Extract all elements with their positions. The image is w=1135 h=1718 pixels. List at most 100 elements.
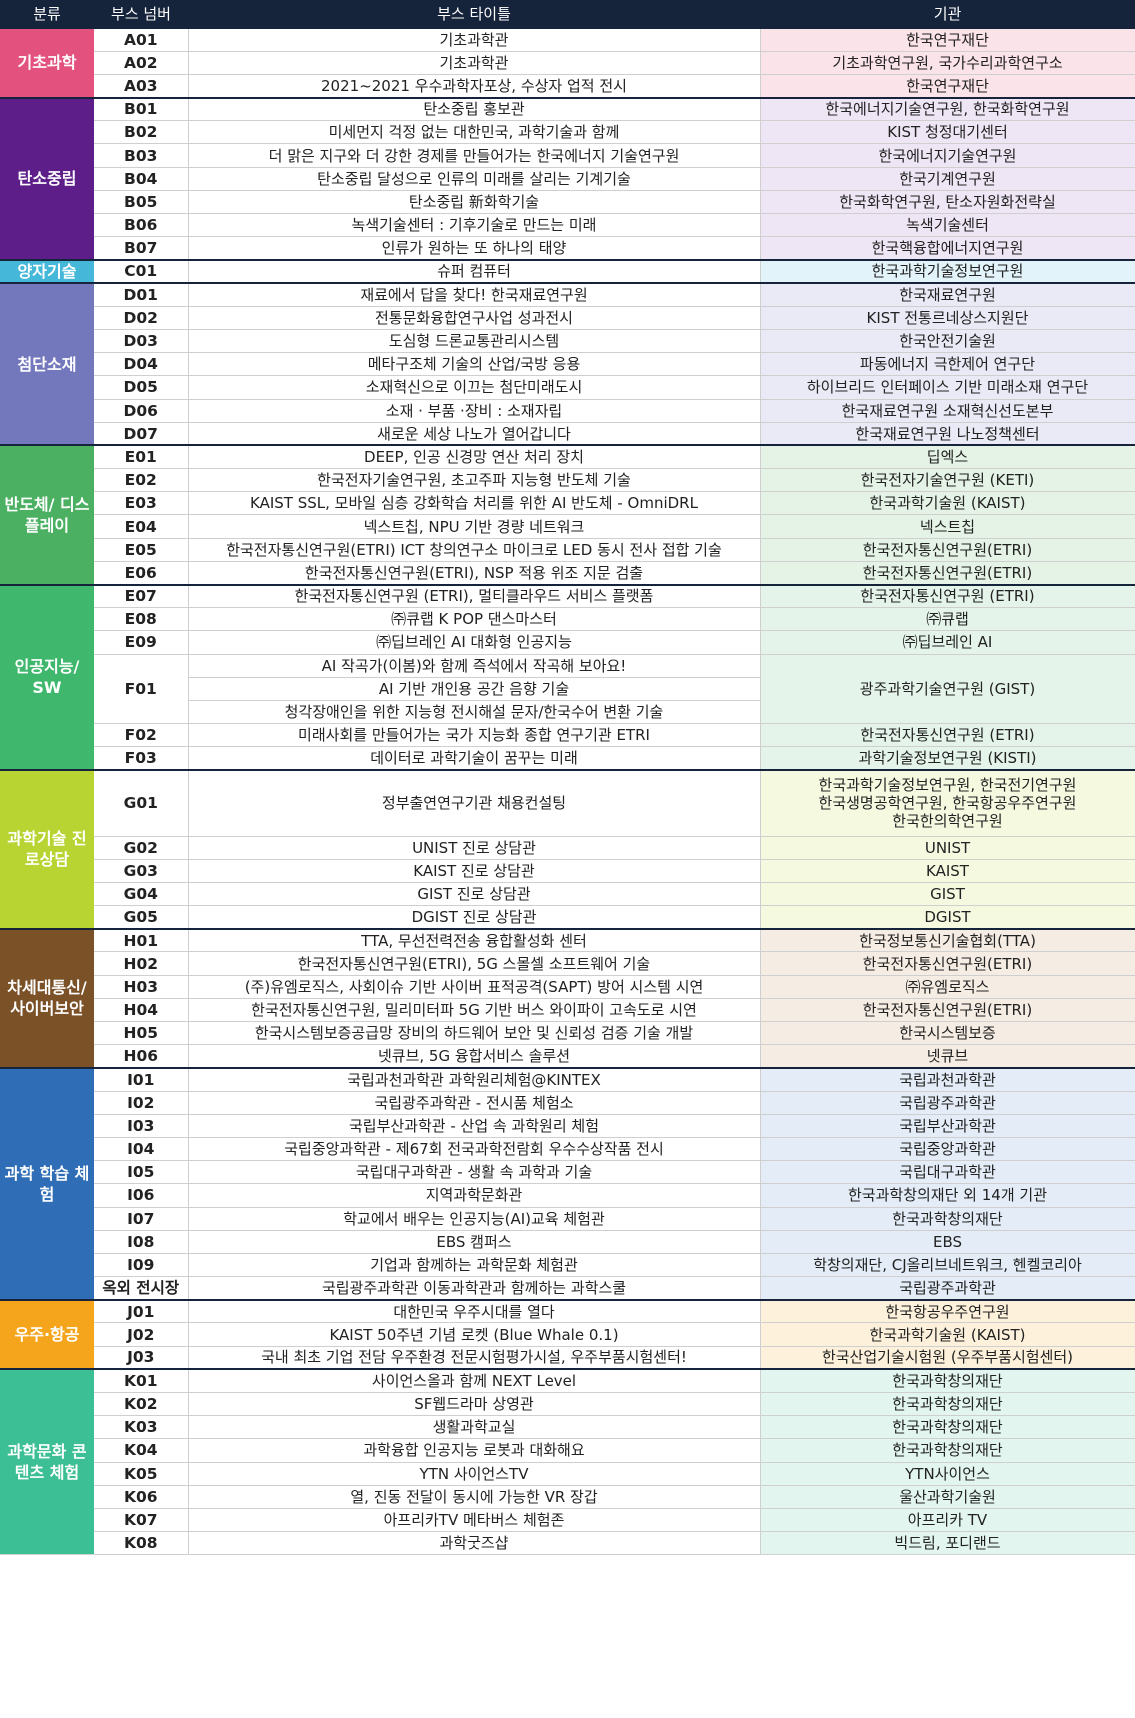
table-row: I02 국립광주과학관 - 전시품 체험소 국립광주과학관 bbox=[0, 1091, 1135, 1115]
header-booth-no: 부스 넘버 bbox=[94, 0, 188, 28]
booth-title-cell: 재료에서 답을 찾다! 한국재료연구원 bbox=[188, 282, 761, 307]
booth-title-cell: 넥스트칩, NPU 기반 경량 네트워크 bbox=[188, 514, 761, 539]
booth-title-cell: UNIST 진로 상담관 bbox=[188, 836, 761, 860]
booth-title-cell: 과학굿즈샵 bbox=[188, 1531, 761, 1556]
booth-number-cell: E01 bbox=[94, 444, 189, 470]
table-row: K03 생활과학교실 한국과학창의재단 bbox=[0, 1415, 1135, 1440]
org-cell: 한국과학창의재단 외 14개 기관 bbox=[760, 1183, 1135, 1208]
table-row: 첨단소재 D01 재료에서 답을 찾다! 한국재료연구원 한국재료연구원 bbox=[0, 282, 1135, 446]
org-cell: 한국전자통신연구원(ETRI) bbox=[760, 538, 1135, 562]
table-row: D03 도심형 드론교통관리시스템 한국안전기술원 bbox=[0, 329, 1135, 354]
booth-number-cell: B07 bbox=[94, 236, 189, 261]
category-cell: 과학기술 진로상담 bbox=[0, 769, 94, 930]
booth-number-cell: E07 bbox=[94, 583, 189, 609]
booth-number-cell: C01 bbox=[94, 258, 189, 284]
booth-title-cell: 한국전자통신연구원 (ETRI), 멀티클라우드 서비스 플랫폼 bbox=[188, 583, 761, 609]
org-cell: 국립중앙과학관 bbox=[760, 1137, 1135, 1162]
org-cell: 한국화학연구원, 탄소자원화전략실 bbox=[760, 190, 1135, 215]
org-cell: 한국전자통신연구원 (ETRI) bbox=[760, 723, 1135, 748]
booth-title-cell: 소재 · 부품 ·장비 : 소재자립 bbox=[188, 399, 761, 423]
booth-number-cell: F02 bbox=[94, 723, 189, 748]
booth-number-cell: D04 bbox=[94, 352, 189, 377]
booth-number-cell: D03 bbox=[94, 329, 189, 354]
org-cell: 빅드림, 포디랜드 bbox=[760, 1531, 1135, 1556]
booth-title-cell: YTN 사이언스TV bbox=[188, 1462, 761, 1486]
booth-number-cell: H05 bbox=[94, 1021, 189, 1046]
booth-title-cell: 열, 진동 전달이 동시에 가능한 VR 장갑 bbox=[188, 1485, 761, 1509]
table-row: 반도체/ 디스플레이 E01 DEEP, 인공 신경망 연산 처리 장치 딥엑스 bbox=[0, 444, 1135, 586]
booth-title-cell: 녹색기술센터 : 기후기술로 만드는 미래 bbox=[188, 213, 761, 238]
table-row: G02 UNIST 진로 상담관 UNIST bbox=[0, 836, 1135, 860]
booth-number-cell: B06 bbox=[94, 213, 189, 238]
booth-title-cell: 기초과학관 bbox=[188, 26, 761, 52]
booth-number-cell: I09 bbox=[94, 1253, 189, 1278]
booth-title-cell: 국립중앙과학관 - 제67회 전국과학전람회 우수수상작품 전시 bbox=[188, 1137, 761, 1162]
table-row: D07 새로운 세상 나노가 열어갑니다 한국재료연구원 나노정책센터 bbox=[0, 422, 1135, 446]
org-cell: 국립과천과학관 bbox=[760, 1066, 1135, 1092]
booth-number-cell: K02 bbox=[94, 1392, 189, 1417]
table-row: E06 한국전자통신연구원(ETRI), NSP 적용 위조 지문 검출 한국전자통… bbox=[0, 561, 1135, 586]
org-cell: 한국과학창의재단 bbox=[760, 1438, 1135, 1463]
booth-title-cell: 사이언스올과 함께 NEXT Level bbox=[188, 1368, 761, 1394]
org-cell: 과학기술정보연구원 (KISTI) bbox=[760, 746, 1135, 771]
category-cell: 양자기술 bbox=[0, 258, 94, 284]
booth-number-cell: K04 bbox=[94, 1438, 189, 1463]
org-cell: 한국전자통신연구원(ETRI) bbox=[760, 951, 1135, 976]
org-cell: 한국산업기술시험원 (우주부품시험센터) bbox=[760, 1346, 1135, 1370]
org-cell: ㈜딥브레인 AI bbox=[760, 630, 1135, 655]
booth-number-cell: G05 bbox=[94, 905, 189, 930]
booth-title-cell: KAIST 진로 상담관 bbox=[188, 859, 761, 883]
table-row: G03 KAIST 진로 상담관 KAIST bbox=[0, 859, 1135, 883]
booth-title-cell: 국립부산과학관 - 산업 속 과학원리 체험 bbox=[188, 1114, 761, 1138]
org-cell: 한국과학기술정보연구원, 한국전기연구원 한국생명공학연구원, 한국항공우주연구… bbox=[760, 769, 1135, 837]
booth-title-cell: SF웹드라마 상영관 bbox=[188, 1392, 761, 1417]
category-cell: 차세대통신/ 사이버보안 bbox=[0, 927, 94, 1069]
table-row: 차세대통신/ 사이버보안 H01 TTA, 무선전력전송 융합활성화 센터 한국정보통… bbox=[0, 927, 1135, 1069]
booth-title-cell: 국립과천과학관 과학원리체험@KINTEX bbox=[188, 1066, 761, 1092]
table-body: 기초과학 A01 기초과학관 한국연구재단 A02 기초과학관 기초과학연구원, 국가수리과… bbox=[0, 26, 1135, 1556]
table-row: A02 기초과학관 기초과학연구원, 국가수리과학연구소 bbox=[0, 51, 1135, 75]
org-cell: 한국과학창의재단 bbox=[760, 1415, 1135, 1440]
booth-title-cell: 국립광주과학관 이동과학관과 함께하는 과학스쿨 bbox=[188, 1276, 761, 1301]
org-cell: 한국과학창의재단 bbox=[760, 1207, 1135, 1231]
booth-title-cell: 인류가 원하는 또 하나의 태양 bbox=[188, 236, 761, 261]
table-row: E05 한국전자통신연구원(ETRI) ICT 창의연구소 마이크로 LED 동시… bbox=[0, 538, 1135, 562]
category-cell: 반도체/ 디스플레이 bbox=[0, 444, 94, 586]
org-cell: 한국항공우주연구원 bbox=[760, 1298, 1135, 1324]
org-cell: 광주과학기술연구원 (GIST) bbox=[760, 654, 1135, 725]
booth-title-cell: 지역과학문화관 bbox=[188, 1183, 761, 1208]
org-cell: KAIST bbox=[760, 859, 1135, 883]
booth-number-cell: A01 bbox=[94, 26, 189, 52]
booth-title-cell: AI 작곡가(이봄)와 함께 즉석에서 작곡해 보아요! bbox=[188, 654, 761, 678]
org-cell: ㈜유엠로직스 bbox=[760, 975, 1135, 999]
org-cell: 녹색기술센터 bbox=[760, 213, 1135, 238]
table-row: B03 더 맑은 지구와 더 강한 경제를 만들어가는 한국에너지 기술연구원 한국… bbox=[0, 143, 1135, 168]
org-cell: 한국핵융합에너지연구원 bbox=[760, 236, 1135, 261]
booth-title-cell: 학교에서 배우는 인공지능(AI)교육 체험관 bbox=[188, 1207, 761, 1231]
booth-number-cell: K05 bbox=[94, 1462, 189, 1486]
category-cell: 과학문화 콘텐츠 체험 bbox=[0, 1368, 94, 1556]
table-row: K06 열, 진동 전달이 동시에 가능한 VR 장갑 울산과학기술원 bbox=[0, 1485, 1135, 1509]
category-cell: 인공지능/ SW bbox=[0, 583, 94, 771]
header-booth-title: 부스 타이틀 bbox=[188, 0, 760, 28]
table-row: H04 한국전자통신연구원, 밀리미터파 5G 기반 버스 와이파이 고속도로 시… bbox=[0, 998, 1135, 1023]
booth-number-cell: J02 bbox=[94, 1322, 189, 1347]
table-row: I04 국립중앙과학관 - 제67회 전국과학전람회 우수수상작품 전시 국립중앙과… bbox=[0, 1137, 1135, 1162]
org-cell: EBS bbox=[760, 1230, 1135, 1254]
org-cell: 한국전자통신연구원 (ETRI) bbox=[760, 583, 1135, 609]
booth-title-cell: 탄소중립 新화학기술 bbox=[188, 190, 761, 215]
table-row: E04 넥스트칩, NPU 기반 경량 네트워크 넥스트칩 bbox=[0, 514, 1135, 539]
table-row: D02 전통문화융합연구사업 성과전시 KIST 전통르네상스지원단 bbox=[0, 306, 1135, 330]
booth-title-cell: 도심형 드론교통관리시스템 bbox=[188, 329, 761, 354]
booth-title-cell: 슈퍼 컴퓨터 bbox=[188, 258, 761, 284]
table-row: J03 국내 최초 기업 전담 우주환경 전문시험평가시설, 우주부품시험센터! 한… bbox=[0, 1346, 1135, 1370]
booth-number-cell: E08 bbox=[94, 607, 189, 632]
org-cell: 한국과학기술정보연구원 bbox=[760, 258, 1135, 284]
table-row: 과학기술 진로상담 G01 정부출연연구기관 채용컨설팅 한국과학기술정보연구원, 한… bbox=[0, 769, 1135, 930]
booth-title-cell: EBS 캠퍼스 bbox=[188, 1230, 761, 1254]
booth-title-cell: 한국시스템보증공급망 장비의 하드웨어 보안 및 신뢰성 검증 기술 개발 bbox=[188, 1021, 761, 1046]
org-cell: 국립광주과학관 bbox=[760, 1276, 1135, 1301]
booth-title-cell: 한국전자통신연구원(ETRI) ICT 창의연구소 마이크로 LED 동시 전사… bbox=[188, 538, 761, 562]
booth-title-cell: 메타구조체 기술의 산업/국방 응용 bbox=[188, 352, 761, 377]
booth-number-cell: K03 bbox=[94, 1415, 189, 1440]
